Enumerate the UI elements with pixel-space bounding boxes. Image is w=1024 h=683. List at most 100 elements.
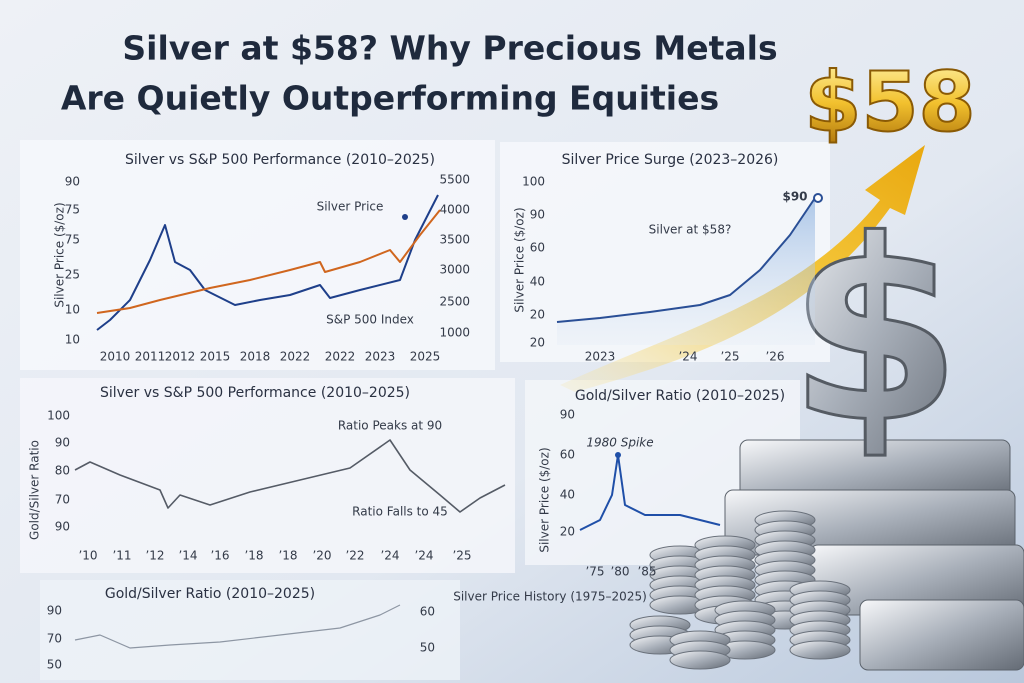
x-tick-label: 2025 (410, 350, 441, 364)
x-tick-label: ’85 (637, 565, 656, 579)
x-tick-label: ’25 (452, 549, 471, 563)
annotation: Ratio Peaks at 90 (338, 419, 442, 433)
x-tick-label: ’25 (720, 350, 739, 364)
x-tick-label: 2011 (135, 350, 166, 364)
y-tick-label: 90 (560, 408, 575, 422)
x-tick-label: ’75 (585, 565, 604, 579)
x-tick-label: ’18 (278, 549, 297, 563)
y-tick-label: 80 (55, 464, 70, 478)
y-tick-label: 40 (560, 488, 575, 502)
panel-title: Silver vs S&P 500 Performance (2010–2025… (125, 152, 435, 168)
trend-area (557, 198, 815, 345)
annotation: Silver Price (317, 200, 384, 214)
panel-title: Gold/Silver Ratio (2010–2025) (575, 388, 785, 404)
x-tick-label: ’18 (244, 549, 263, 563)
y-tick-label: 90 (65, 175, 80, 189)
silver-bar (859, 599, 1024, 671)
annotation: S&P 500 Index (326, 313, 414, 327)
x-tick-label: ’12 (145, 549, 164, 563)
y-tick-label: 90 (47, 604, 62, 618)
trend-line (579, 454, 721, 531)
x-tick-label: 2018 (240, 350, 271, 364)
annotation: $90 (782, 190, 807, 204)
x-tick-label: ’22 (345, 549, 364, 563)
y-tick-label: 20 (530, 308, 545, 322)
panel-title: Silver vs S&P 500 Performance (2010–2025… (100, 385, 410, 401)
y2-tick-label: 5500 (439, 173, 470, 187)
y-tick-label: 10 (65, 303, 80, 317)
y-axis-label: Silver Price ($/oz) (53, 202, 67, 307)
y-tick-label: 90 (55, 520, 70, 534)
y2-tick-label: 4000 (439, 203, 470, 217)
panel-title: Gold/Silver Ratio (2010–2025) (105, 586, 315, 602)
trend-line (96, 209, 441, 314)
y-tick-label: 60 (560, 448, 575, 462)
charts: Silver vs S&P 500 Performance (2010–2025… (28, 152, 823, 672)
coin (789, 640, 851, 660)
trend-line (74, 604, 401, 649)
x-tick-label: ’20 (312, 549, 331, 563)
y-axis-label: Gold/Silver Ratio (28, 440, 42, 540)
panel-title: Silver Price Surge (2023–2026) (562, 152, 779, 168)
trend-line (556, 197, 816, 323)
y-tick-label: 100 (522, 175, 545, 189)
annotation: Silver Price History (1975–2025) (453, 590, 647, 604)
coin (669, 650, 731, 670)
y2-tick-label: 3000 (439, 263, 470, 277)
annotation: Ratio Falls to 45 (352, 505, 448, 519)
marker (813, 193, 823, 203)
panel (40, 580, 460, 680)
x-tick-label: ’80 (610, 565, 629, 579)
y-tick-label: 10 (65, 333, 80, 347)
marker (615, 452, 621, 458)
y-axis-label: Silver Price ($/oz) (538, 447, 552, 552)
x-tick-label: 2012 (165, 350, 196, 364)
x-tick-label: ’24 (380, 549, 399, 563)
y-tick-label: 70 (55, 493, 70, 507)
x-tick-label: ’24 (678, 350, 697, 364)
y-tick-label: 70 (47, 632, 62, 646)
y2-tick-label: 2500 (439, 295, 470, 309)
y2-tick-label: 1000 (439, 326, 470, 340)
headline: Silver at $58? Why Precious Metals (122, 29, 777, 68)
x-tick-label: ’10 (78, 549, 97, 563)
y-tick-label: 90 (530, 208, 545, 222)
x-tick-label: ’14 (178, 549, 197, 563)
x-tick-label: 2015 (200, 350, 231, 364)
x-tick-label: 2023 (365, 350, 396, 364)
trend-line (96, 194, 439, 331)
x-tick-label: 2022 (325, 350, 356, 364)
y2-tick-label: 50 (420, 641, 435, 655)
panel (20, 378, 515, 573)
y-axis-label: Silver Price ($/oz) (513, 207, 527, 312)
x-tick-label: ’26 (765, 350, 784, 364)
y-tick-label: 100 (47, 409, 70, 423)
silver-bullion: $ (629, 185, 1024, 671)
y-tick-label: 50 (47, 658, 62, 672)
x-tick-label: 2010 (100, 350, 131, 364)
y-tick-label: 60 (530, 241, 545, 255)
x-tick-label: ’24 (414, 549, 433, 563)
headline: Are Quietly Outperforming Equities (61, 79, 719, 118)
y-tick-label: 75 (65, 233, 80, 247)
y-tick-label: 25 (65, 268, 80, 282)
price-badge: $58 (804, 55, 975, 150)
y-tick-label: 20 (560, 525, 575, 539)
y-tick-label: 90 (55, 436, 70, 450)
y-tick-label: 40 (530, 275, 545, 289)
annotation: 1980 Spike (586, 436, 653, 450)
trend-line (74, 439, 506, 513)
annotation: Silver at $58? (649, 223, 732, 237)
y2-tick-label: 3500 (439, 233, 470, 247)
x-tick-label: ’16 (210, 549, 229, 563)
x-tick-label: 2023 (585, 350, 616, 364)
dollar-sign: $ (788, 186, 962, 477)
y-tick-label: 75 (65, 203, 80, 217)
x-tick-label: 2022 (280, 350, 311, 364)
x-tick-label: ’11 (112, 549, 131, 563)
panel (20, 140, 495, 370)
y-tick-label: 20 (530, 336, 545, 350)
marker (402, 214, 408, 220)
y2-tick-label: 60 (420, 605, 435, 619)
